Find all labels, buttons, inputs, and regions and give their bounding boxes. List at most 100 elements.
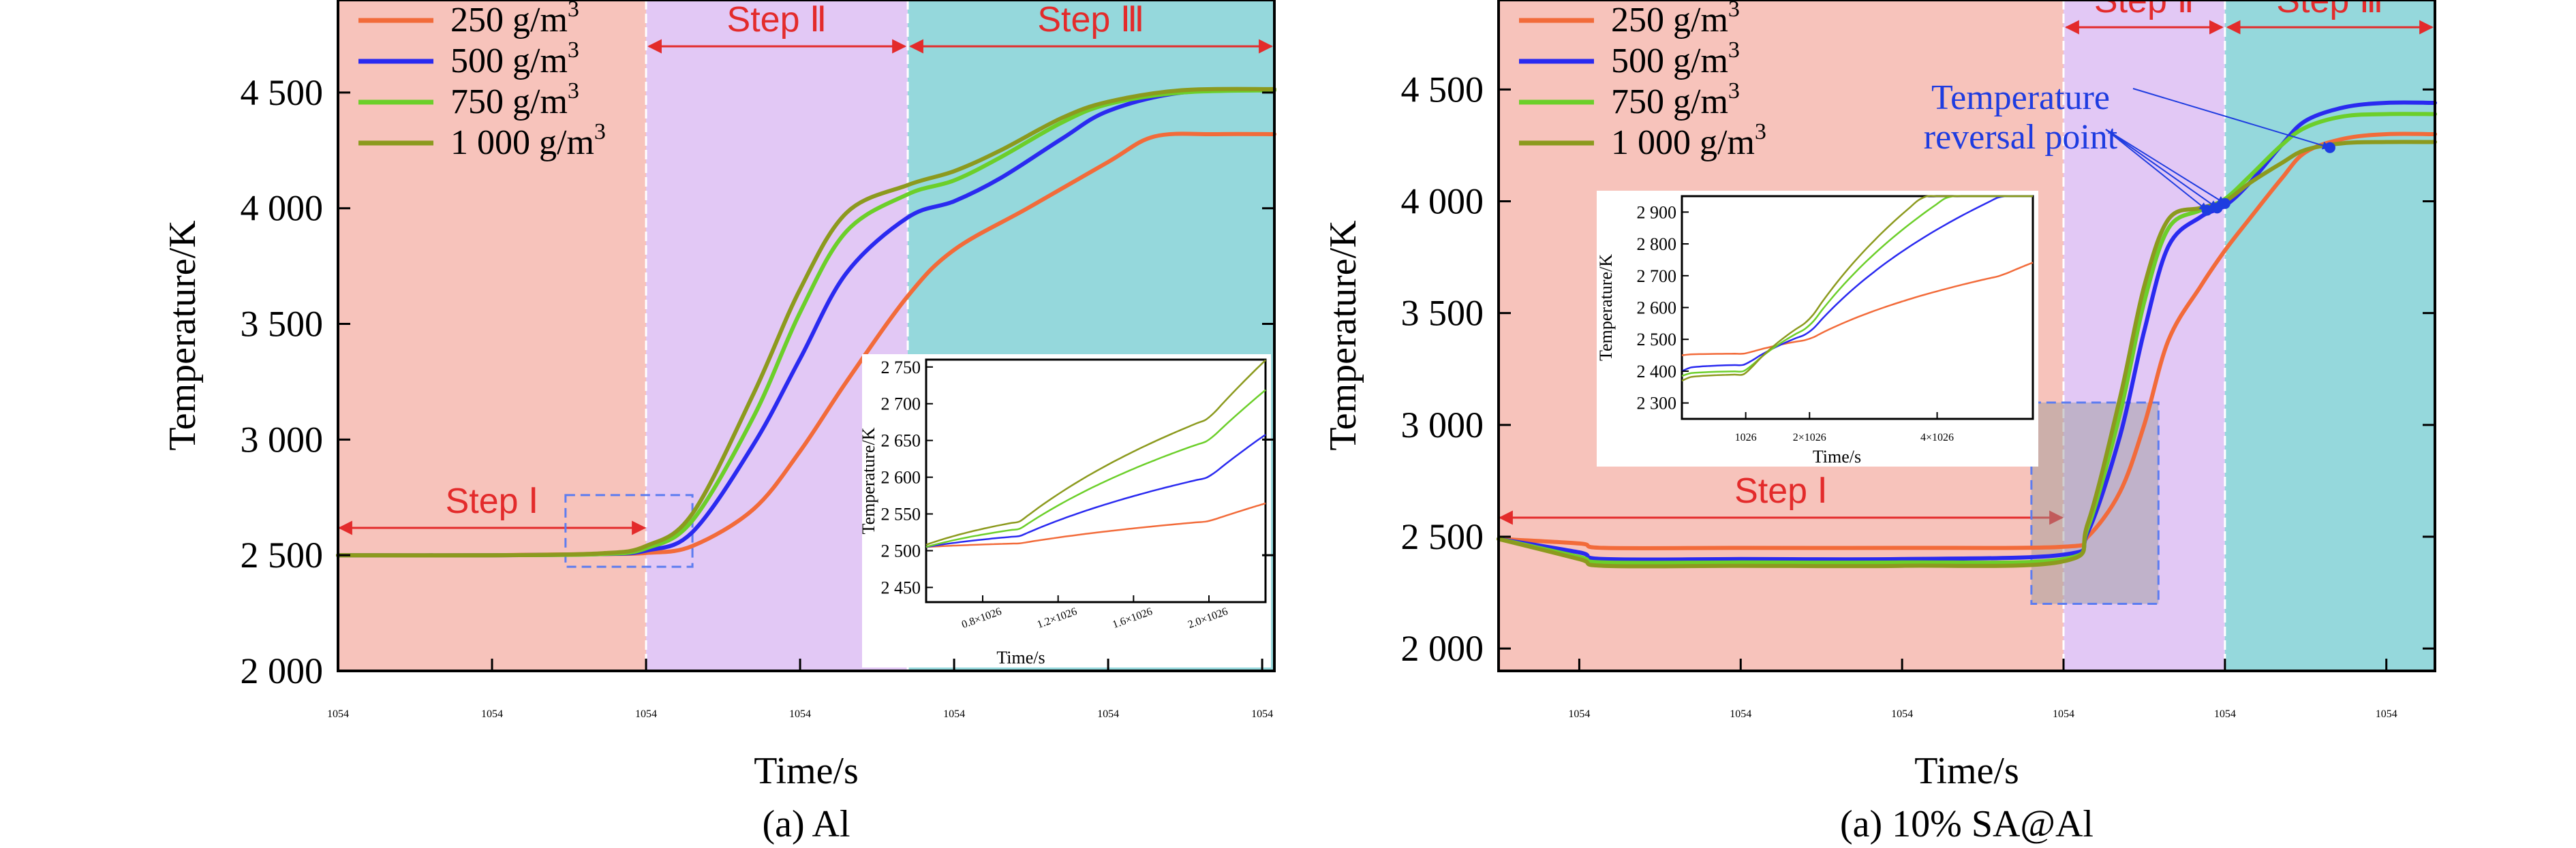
annotation-arrow-1 <box>2105 129 2208 211</box>
inset: 2 300 2 400 2 500 2 600 2 700 2 800 2 900 1026 2… <box>1596 191 2038 467</box>
inset-series-4 <box>1681 195 2033 382</box>
inset-series-3 <box>925 389 1266 548</box>
annotation-arrow-3 <box>2105 129 2226 204</box>
y-tick-label: 2 500 <box>241 535 324 576</box>
annotation-label: Temperature reversal point <box>1924 78 2118 157</box>
x-tick-label: 1054 <box>2053 708 2074 720</box>
annotation-arrow-2 <box>2105 129 2218 209</box>
x-tick-label: 1054 <box>1891 708 1913 720</box>
plot-frame <box>1497 0 2436 672</box>
inset-x-tick-text: 4×1026 <box>1920 432 1954 443</box>
step-label-2: Step Ⅱ <box>727 0 827 40</box>
x-tick-label: 1054 <box>635 708 657 720</box>
inset-y-tick-label: 2 550 <box>881 505 921 524</box>
step-label-3: Step Ⅲ <box>2276 0 2383 20</box>
panel-caption: (a) 10% SA@Al <box>1840 803 2094 845</box>
reversal-point-1 <box>2201 204 2213 216</box>
y-tick-label: 4 000 <box>1401 181 1484 222</box>
inset-y-tick-label: 2 900 <box>1637 202 1677 222</box>
inset-background <box>1597 191 2038 467</box>
inset-y-tick-label: 2 400 <box>1637 362 1677 381</box>
x-tick-label: 1054 <box>2376 708 2397 720</box>
inset-x-tick-label: 2×1026 <box>1793 432 1826 443</box>
inset-series-1 <box>925 502 1266 548</box>
y-axis-label: Temperature/K <box>1322 220 1364 450</box>
x-tick-label: 1054 <box>1251 708 1273 720</box>
inset-series-1 <box>1681 262 2034 356</box>
inset-x-tick-text: 1026 <box>1735 432 1757 443</box>
inset-series-2 <box>1681 195 2033 373</box>
x-tick-label: 1054 <box>2214 708 2236 720</box>
legend-label-4: 1 000 g/m3 <box>1611 119 1766 162</box>
series-line-1 <box>1497 131 2437 550</box>
series-line-4 <box>336 87 1276 558</box>
inset-background <box>862 354 1271 668</box>
x-tick-label: 1054 <box>1097 708 1119 720</box>
legend-label-2: 500 g/m3 <box>1611 37 1740 80</box>
series-line-2 <box>1497 100 2437 562</box>
x-tick-label: 1054 <box>327 708 349 720</box>
inset-y-axis-label: Temperature/K <box>859 427 878 534</box>
inset-series-2 <box>925 434 1266 548</box>
y-tick-label: 4 500 <box>1401 69 1484 110</box>
inset-x-tick-text: 2×1026 <box>1793 432 1826 443</box>
y-axis-label: Temperature/K <box>162 220 204 450</box>
panel-caption: (a) Al <box>762 803 850 845</box>
legend-label-3: 750 g/m3 <box>450 78 579 121</box>
inset-x-tick-label: 4×1026 <box>1920 432 1954 443</box>
legend-label-3: 750 g/m3 <box>1611 78 1740 121</box>
inset-y-tick-label: 2 500 <box>881 541 921 561</box>
inset-y-tick-label: 2 750 <box>881 358 921 377</box>
x-axis-label: Time/s <box>754 750 859 792</box>
legend-label-2: 500 g/m3 <box>450 37 579 80</box>
inset-x-tick-label: 1026 <box>1735 432 1757 443</box>
inset-y-tick-label: 2 500 <box>1637 330 1677 349</box>
x-tick-label: 1054 <box>789 708 811 720</box>
legend-label-1: 250 g/m3 <box>1611 0 1740 40</box>
inset-x-axis-label: Time/s <box>996 648 1045 668</box>
y-tick-label: 4 500 <box>241 72 324 113</box>
x-tick-label: 1054 <box>1730 708 1751 720</box>
step-label-3: Step Ⅲ <box>1037 0 1144 40</box>
y-tick-label: 4 000 <box>241 188 324 229</box>
annotation-arrow-4 <box>2132 88 2331 150</box>
y-tick-label: 3 000 <box>241 419 324 460</box>
step1-region <box>338 0 647 671</box>
inset-y-axis-label: Temperature/K <box>1596 254 1616 361</box>
legend-label-1: 250 g/m3 <box>450 0 579 40</box>
inset-y-tick-label: 2 300 <box>1637 394 1677 413</box>
legend-label-4: 1 000 g/m3 <box>450 119 606 162</box>
y-tick-label: 2 000 <box>241 650 324 691</box>
x-tick-label: 1054 <box>481 708 503 720</box>
y-tick-label: 2 500 <box>1401 516 1484 557</box>
inset-y-tick-label: 2 600 <box>1637 298 1677 318</box>
reversal-point-3 <box>2219 198 2230 209</box>
reversal-point-4 <box>2324 142 2335 153</box>
step-label-2: Step Ⅱ <box>2094 0 2194 20</box>
plot-frame <box>337 0 1276 672</box>
series-line-4 <box>1497 140 2437 569</box>
y-tick-label: 3 000 <box>1401 405 1484 445</box>
zoom-box <box>564 494 694 568</box>
y-tick-label: 3 500 <box>241 304 324 345</box>
x-tick-label: 1054 <box>943 708 965 720</box>
inset-y-tick-label: 2 800 <box>1637 234 1677 254</box>
panel-sa-al: Step Ⅰ Step Ⅱ Step Ⅲ Temperature reversal po… <box>1322 0 2437 845</box>
inset-y-tick-label: 2 450 <box>881 578 921 597</box>
x-tick-label: 1054 <box>1568 708 1590 720</box>
inset-y-tick-label: 2 650 <box>881 431 921 451</box>
step-label-1: Step Ⅰ <box>1734 471 1828 511</box>
inset-x-axis-label: Time/s <box>1813 447 1861 467</box>
inset-series-4 <box>925 359 1266 546</box>
y-tick-label: 3 500 <box>1401 293 1484 334</box>
step-label-1: Step Ⅰ <box>446 482 539 521</box>
x-axis-label: Time/s <box>1914 750 2019 792</box>
inset-y-tick-label: 2 700 <box>1637 266 1677 286</box>
inset-y-tick-label: 2 600 <box>881 468 921 488</box>
inset-frame <box>925 358 1267 603</box>
y-tick-label: 2 000 <box>1401 628 1484 669</box>
inset-y-tick-label: 2 700 <box>881 394 921 414</box>
